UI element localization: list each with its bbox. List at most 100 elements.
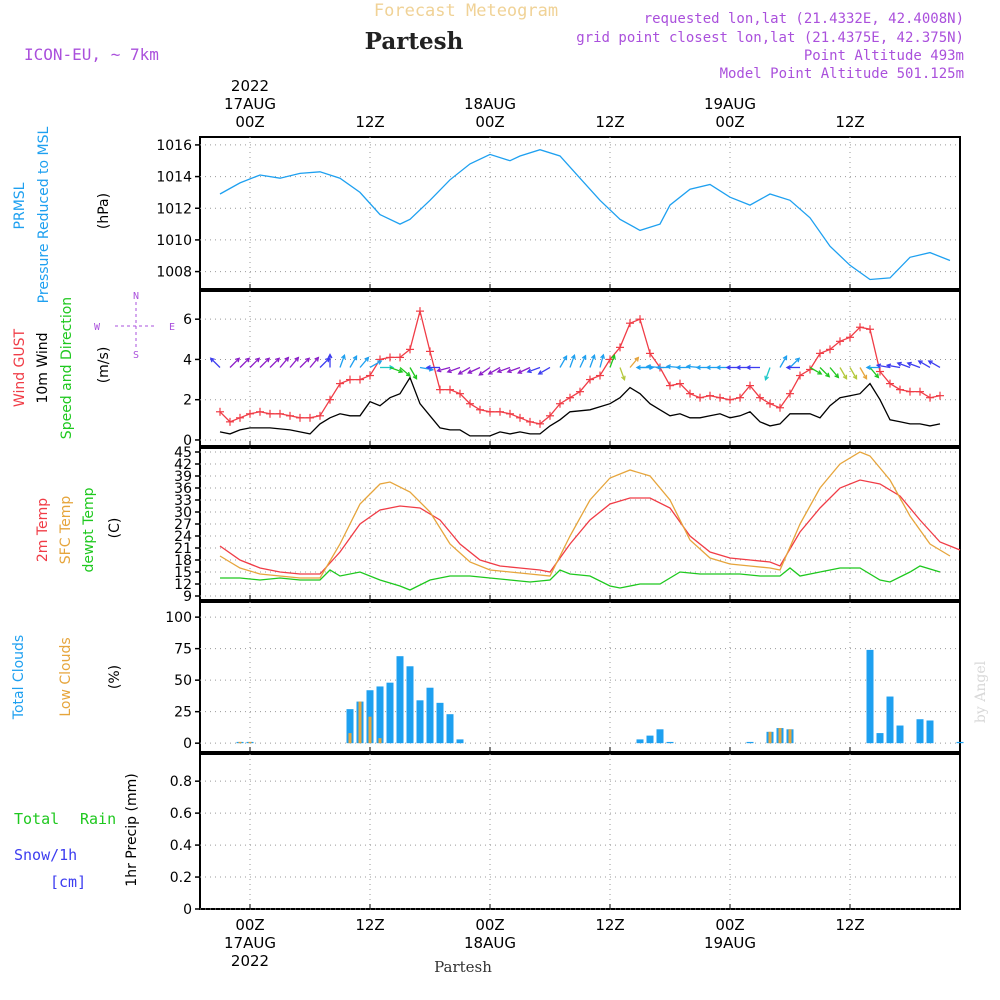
series-sfc-temp	[219, 451, 951, 579]
bottom-tick-label: 12Z	[835, 916, 864, 934]
wind-arrow	[869, 367, 880, 379]
gust-marker	[586, 375, 594, 384]
gust-marker	[636, 315, 644, 324]
wind-arrow	[478, 366, 491, 376]
gust-marker	[876, 367, 884, 376]
series-10m-wind	[219, 376, 941, 437]
gust-marker	[336, 379, 344, 388]
gust-marker	[386, 353, 394, 362]
wind-arrow	[569, 354, 576, 368]
wind-arrow	[506, 366, 521, 374]
precip-label-total: Total	[14, 810, 59, 828]
y-tick-label: 1008	[156, 265, 192, 281]
top-tick-label: 12Z	[835, 113, 864, 131]
panels: 1008101010121014101602469121518212427303…	[156, 136, 964, 918]
compass-e: E	[169, 322, 175, 333]
wind-arrow	[319, 357, 331, 368]
wind-arrow	[327, 353, 333, 368]
y-tick-label: 0.4	[170, 838, 192, 854]
cloud-label-total: Total Clouds	[11, 635, 27, 720]
bar-low-clouds	[368, 716, 372, 744]
wind-arrow	[309, 356, 320, 368]
gust-marker	[626, 319, 634, 328]
gust-marker	[416, 307, 424, 316]
gust-marker	[836, 337, 844, 346]
wind-arrow	[279, 356, 290, 368]
wind-arrow	[516, 366, 531, 374]
temp-label-2m: 2m Temp	[35, 498, 51, 562]
wind-arrow	[349, 355, 358, 368]
bar-total-clouds	[876, 733, 884, 744]
footer-location: Partesh	[434, 958, 492, 976]
wind-arrow	[425, 365, 440, 370]
bottom-tick-label: 19AUG	[704, 934, 756, 952]
y-tick-label: 45	[174, 445, 192, 461]
gust-marker	[276, 409, 284, 418]
wind-arrow	[885, 363, 901, 369]
wind-arrow	[249, 357, 261, 368]
wind-arrow	[896, 361, 911, 369]
gust-marker	[476, 405, 484, 414]
y-tick-label: 4	[183, 352, 192, 368]
wind-arrow	[917, 360, 931, 369]
gust-marker	[286, 411, 294, 420]
wind-arrow	[359, 356, 370, 368]
wind-arrow	[839, 367, 848, 380]
top-tick-label: 18AUG	[464, 95, 516, 113]
bottom-tick-label: 2022	[231, 952, 269, 970]
pressure-labels: PRMSL Pressure Reduced to MSL (hPa)	[12, 126, 112, 303]
credit-watermark: by Angel	[973, 660, 989, 723]
y-tick-label: 0	[183, 433, 192, 449]
gust-marker	[886, 379, 894, 388]
gust-marker	[856, 323, 864, 332]
wind-arrow	[865, 365, 880, 370]
gust-marker	[546, 411, 554, 420]
bar-low-clouds	[378, 738, 382, 744]
top-tick-label: 12Z	[355, 113, 384, 131]
bar-total-clouds	[396, 656, 404, 744]
wind-arrow	[599, 353, 605, 368]
y-tick-label: 0	[183, 902, 192, 918]
gust-marker	[616, 343, 624, 352]
wind-arrow	[579, 354, 587, 368]
wind-arrow	[369, 360, 383, 369]
compass-s: S	[133, 350, 139, 361]
y-tick-label: 50	[174, 673, 192, 689]
wind-arrow	[779, 355, 788, 368]
model-altitude: Model Point Altitude 501.125m	[720, 66, 964, 82]
gust-marker	[926, 393, 934, 402]
gust-marker	[346, 375, 354, 384]
wind-arrow	[789, 357, 801, 368]
wind-arrow	[289, 356, 300, 368]
precip-label-rain: Rain	[80, 810, 116, 828]
bar-total-clouds	[666, 741, 674, 744]
wind-arrow	[339, 354, 346, 368]
gust-marker	[596, 371, 604, 380]
bar-total-clouds	[916, 719, 924, 744]
gust-marker	[446, 385, 454, 394]
gust-marker	[736, 393, 744, 402]
gust-marker	[366, 371, 374, 380]
wind-arrow	[589, 354, 596, 368]
wind-arrow	[269, 357, 281, 368]
gust-marker	[846, 333, 854, 342]
y-tick-label: 1014	[156, 170, 192, 186]
top-tick-label: 00Z	[235, 113, 264, 131]
gust-marker	[406, 345, 414, 354]
gust-marker	[296, 413, 304, 422]
precip-labels: Total Rain Snow/1h [cm] 1hr Precip (mm)	[14, 773, 140, 891]
wind-arrow	[496, 366, 511, 374]
gust-marker	[676, 379, 684, 388]
compass-rose: N S W E	[94, 291, 175, 361]
cloud-unit: (%)	[107, 665, 123, 689]
gust-marker	[436, 385, 444, 394]
wind-arrow	[619, 367, 626, 381]
wind-arrow	[819, 367, 831, 378]
panel-wind: 0 2 4 6	[183, 290, 961, 449]
top-tick-label: 17AUG	[224, 95, 276, 113]
wind-arrow	[849, 367, 858, 380]
wind-arrow	[239, 357, 251, 368]
compass-n: N	[133, 291, 139, 302]
